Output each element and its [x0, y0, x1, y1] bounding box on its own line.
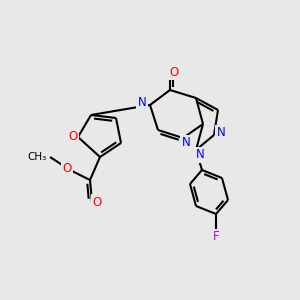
Text: N: N: [196, 148, 204, 161]
Text: O: O: [92, 196, 102, 208]
Text: N: N: [217, 127, 225, 140]
Text: O: O: [68, 130, 78, 143]
Text: O: O: [62, 161, 72, 175]
Text: CH₃: CH₃: [28, 152, 47, 162]
Text: F: F: [213, 230, 219, 244]
Text: O: O: [169, 65, 178, 79]
Text: N: N: [138, 95, 146, 109]
Text: N: N: [182, 136, 190, 149]
